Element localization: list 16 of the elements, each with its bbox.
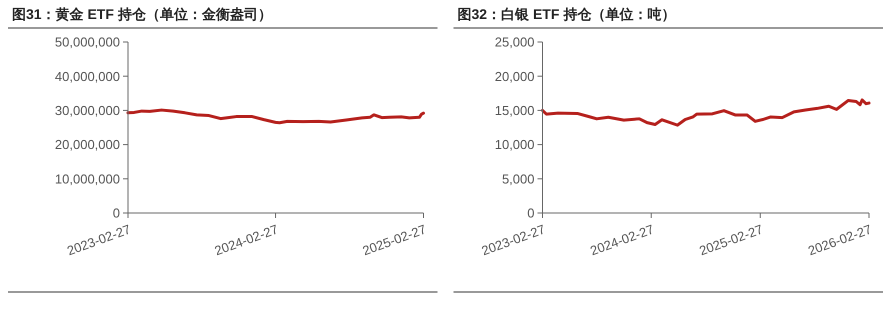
y-tick-label: 10,000,000 [54,171,120,186]
y-tick-label: 25,000 [494,34,534,50]
y-tick-label: 10,000 [494,137,534,152]
line-series [541,98,870,127]
y-tick-label: 40,000,000 [54,68,120,84]
y-tick-label: 50,000,000 [54,34,120,50]
y-tick-label: 30,000,000 [54,102,120,118]
chart-title: 图31：黄金 ETF 持仓（单位：金衡盎司） [12,6,272,22]
y-tick-label: 0 [112,206,120,221]
y-tick-label: 20,000 [494,68,534,84]
line-series [126,108,425,124]
y-tick-label: 15,000 [494,102,534,118]
chart-title: 图32：白银 ETF 持仓（单位：吨） [458,6,676,22]
y-tick-label: 0 [527,206,534,221]
y-tick-label: 20,000,000 [54,137,120,152]
y-tick-label: 5,000 [502,171,534,186]
